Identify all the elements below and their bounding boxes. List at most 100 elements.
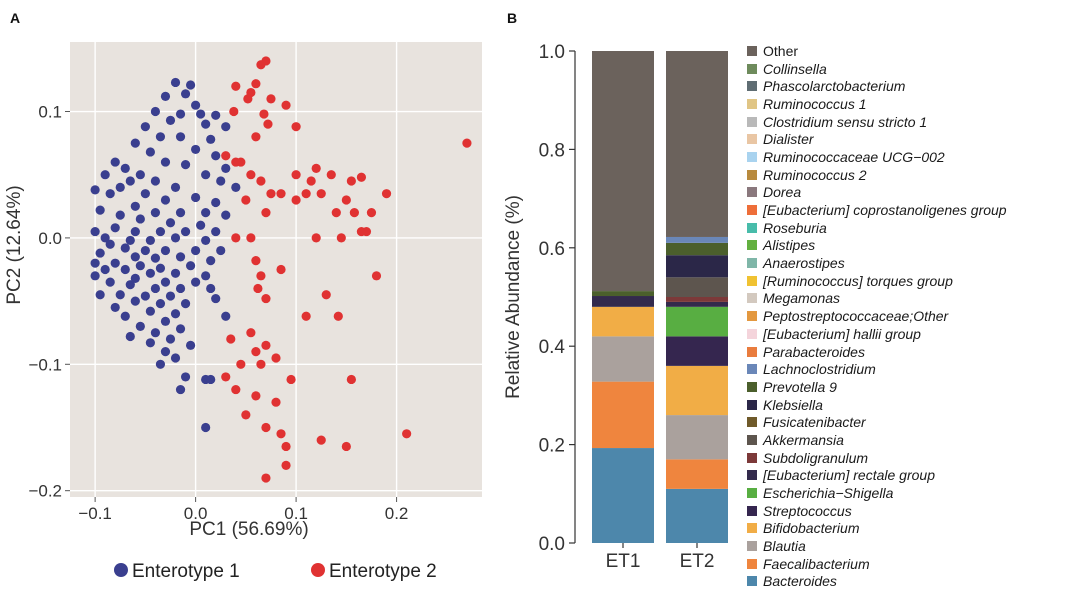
scatter-point-enterotype-2: [251, 391, 261, 401]
scatter-point-enterotype-2: [246, 233, 256, 243]
scatter-x-tick-label: 0.2: [385, 504, 409, 523]
legend-label: Lachnoclostridium: [763, 361, 876, 378]
scatter-point-enterotype-1: [191, 100, 201, 110]
legend-item: Roseburia: [747, 219, 1007, 237]
scatter-point-enterotype-1: [201, 235, 211, 246]
legend-label: Subdoligranulum: [763, 449, 869, 466]
panel-b-label: B: [507, 10, 517, 26]
legend-label: [Eubacterium] hallii group: [763, 325, 921, 342]
legend-item: [Ruminococcus] torques group: [747, 272, 1007, 290]
scatter-point-enterotype-1: [175, 384, 186, 395]
legend-item: [Eubacterium] coprostanoligenes group: [747, 201, 1007, 219]
scatter-point-enterotype-2: [333, 311, 343, 321]
legend-label: Ruminococcaceae UCG−002: [763, 148, 945, 165]
scatter-point-enterotype-2: [266, 189, 276, 199]
legend-swatch: [747, 222, 757, 233]
bar-segment-et2: [666, 255, 728, 278]
scatter-point-enterotype-2: [331, 208, 341, 218]
scatter-point-enterotype-2: [271, 353, 281, 363]
legend-swatch: [747, 364, 757, 375]
legend-label-enterotype-1: Enterotype 1: [132, 561, 240, 582]
legend-label: Parabacteroides: [763, 343, 865, 360]
scatter-point-enterotype-2: [291, 195, 301, 205]
panel-a-label: A: [10, 10, 20, 26]
scatter-x-label: PC1 (56.69%): [189, 519, 308, 540]
bar-segment-et1: [592, 381, 654, 449]
scatter-point-enterotype-1: [120, 264, 130, 275]
bar-segment-et2: [666, 336, 728, 366]
scatter-point-enterotype-2: [276, 189, 286, 199]
scatter-point-enterotype-1: [145, 306, 155, 316]
legend-label: [Eubacterium] rectale group: [763, 467, 935, 484]
legend-label: Phascolarctobacterium: [763, 78, 906, 95]
scatter-point-enterotype-1: [145, 268, 155, 278]
bar-segment-et2: [666, 242, 728, 256]
scatter-point-enterotype-1: [221, 210, 231, 220]
scatter-point-enterotype-1: [90, 226, 100, 237]
legend-item: Prevotella 9: [747, 378, 1007, 396]
legend-item: Alistipes: [747, 237, 1007, 255]
scatter-point-enterotype-1: [140, 291, 150, 301]
legend-label: Faecalibacterium: [763, 555, 870, 572]
scatter-point-enterotype-2: [251, 256, 261, 266]
scatter-point-enterotype-1: [130, 138, 140, 148]
bar-segment-et1: [592, 448, 654, 543]
scatter-point-enterotype-2: [311, 163, 321, 173]
scatter-point-enterotype-2: [251, 132, 261, 142]
legend-swatch: [747, 576, 757, 587]
scatter-point-enterotype-1: [140, 189, 150, 199]
scatter-point-enterotype-1: [211, 110, 221, 120]
scatter-point-enterotype-1: [115, 182, 125, 192]
legend-item: Parabacteroides: [747, 343, 1007, 361]
legend-item: Dorea: [747, 184, 1007, 202]
scatter-point-enterotype-1: [170, 353, 181, 363]
scatter-point-enterotype-1: [206, 283, 216, 294]
scatter-point-enterotype-1: [185, 340, 196, 350]
legend-label: Roseburia: [763, 219, 827, 236]
scatter-y-tick-label: −0.1: [28, 355, 62, 374]
scatter-point-enterotype-2: [261, 208, 271, 218]
legend-swatch: [747, 134, 757, 145]
scatter-point-enterotype-2: [346, 176, 356, 186]
scatter-point-enterotype-2: [336, 233, 346, 243]
scatter-point-enterotype-1: [145, 338, 155, 348]
scatter-point-enterotype-1: [165, 115, 176, 125]
scatter-point-enterotype-1: [90, 185, 100, 195]
scatter-point-enterotype-2: [226, 334, 236, 344]
scatter-point-enterotype-2: [221, 372, 231, 382]
legend-swatch: [747, 558, 757, 569]
scatter-point-enterotype-2: [301, 311, 311, 321]
scatter-point-enterotype-2: [301, 189, 311, 199]
scatter-point-enterotype-1: [100, 264, 110, 275]
legend-item: Lachnoclostridium: [747, 360, 1007, 378]
scatter-point-enterotype-1: [211, 293, 221, 304]
legend-label: Bifidobacterium: [763, 520, 860, 537]
scatter-point-enterotype-1: [155, 263, 166, 273]
legend-swatch: [747, 187, 757, 198]
legend-swatch: [747, 293, 757, 304]
scatter-point-enterotype-1: [201, 170, 211, 180]
legend-item: Anaerostipes: [747, 254, 1007, 272]
scatter-point-enterotype-1: [180, 226, 191, 237]
bar-y-axis: 0.0 0.2 0.4 0.6 0.8 1.0: [539, 42, 576, 555]
legend-item: Dialister: [747, 130, 1007, 148]
legend-label: Akkermansia: [763, 431, 844, 448]
scatter-point-enterotype-1: [160, 316, 171, 326]
scatter-point-enterotype-1: [125, 235, 135, 246]
legend-label: Klebsiella: [763, 396, 823, 413]
bar-y-label: Relative Abundance (%): [503, 195, 524, 399]
legend-item: Faecalibacterium: [747, 555, 1007, 573]
scatter-point-enterotype-1: [160, 277, 171, 287]
scatter-x-tick-label: −0.1: [78, 504, 112, 523]
bar-legend: Other Collinsella Phascolarctobacterium Rum…: [747, 42, 1007, 590]
scatter-point-enterotype-1: [221, 311, 231, 321]
legend-item: Escherichia−Shigella: [747, 484, 1007, 502]
scatter-point-enterotype-1: [201, 119, 211, 129]
scatter-point-enterotype-2: [246, 328, 256, 338]
legend-label: Prevotella 9: [763, 378, 837, 395]
scatter-point-enterotype-1: [95, 290, 105, 300]
legend-swatch: [747, 81, 757, 92]
scatter-point-enterotype-1: [110, 258, 120, 268]
scatter-point-enterotype-1: [130, 273, 140, 283]
